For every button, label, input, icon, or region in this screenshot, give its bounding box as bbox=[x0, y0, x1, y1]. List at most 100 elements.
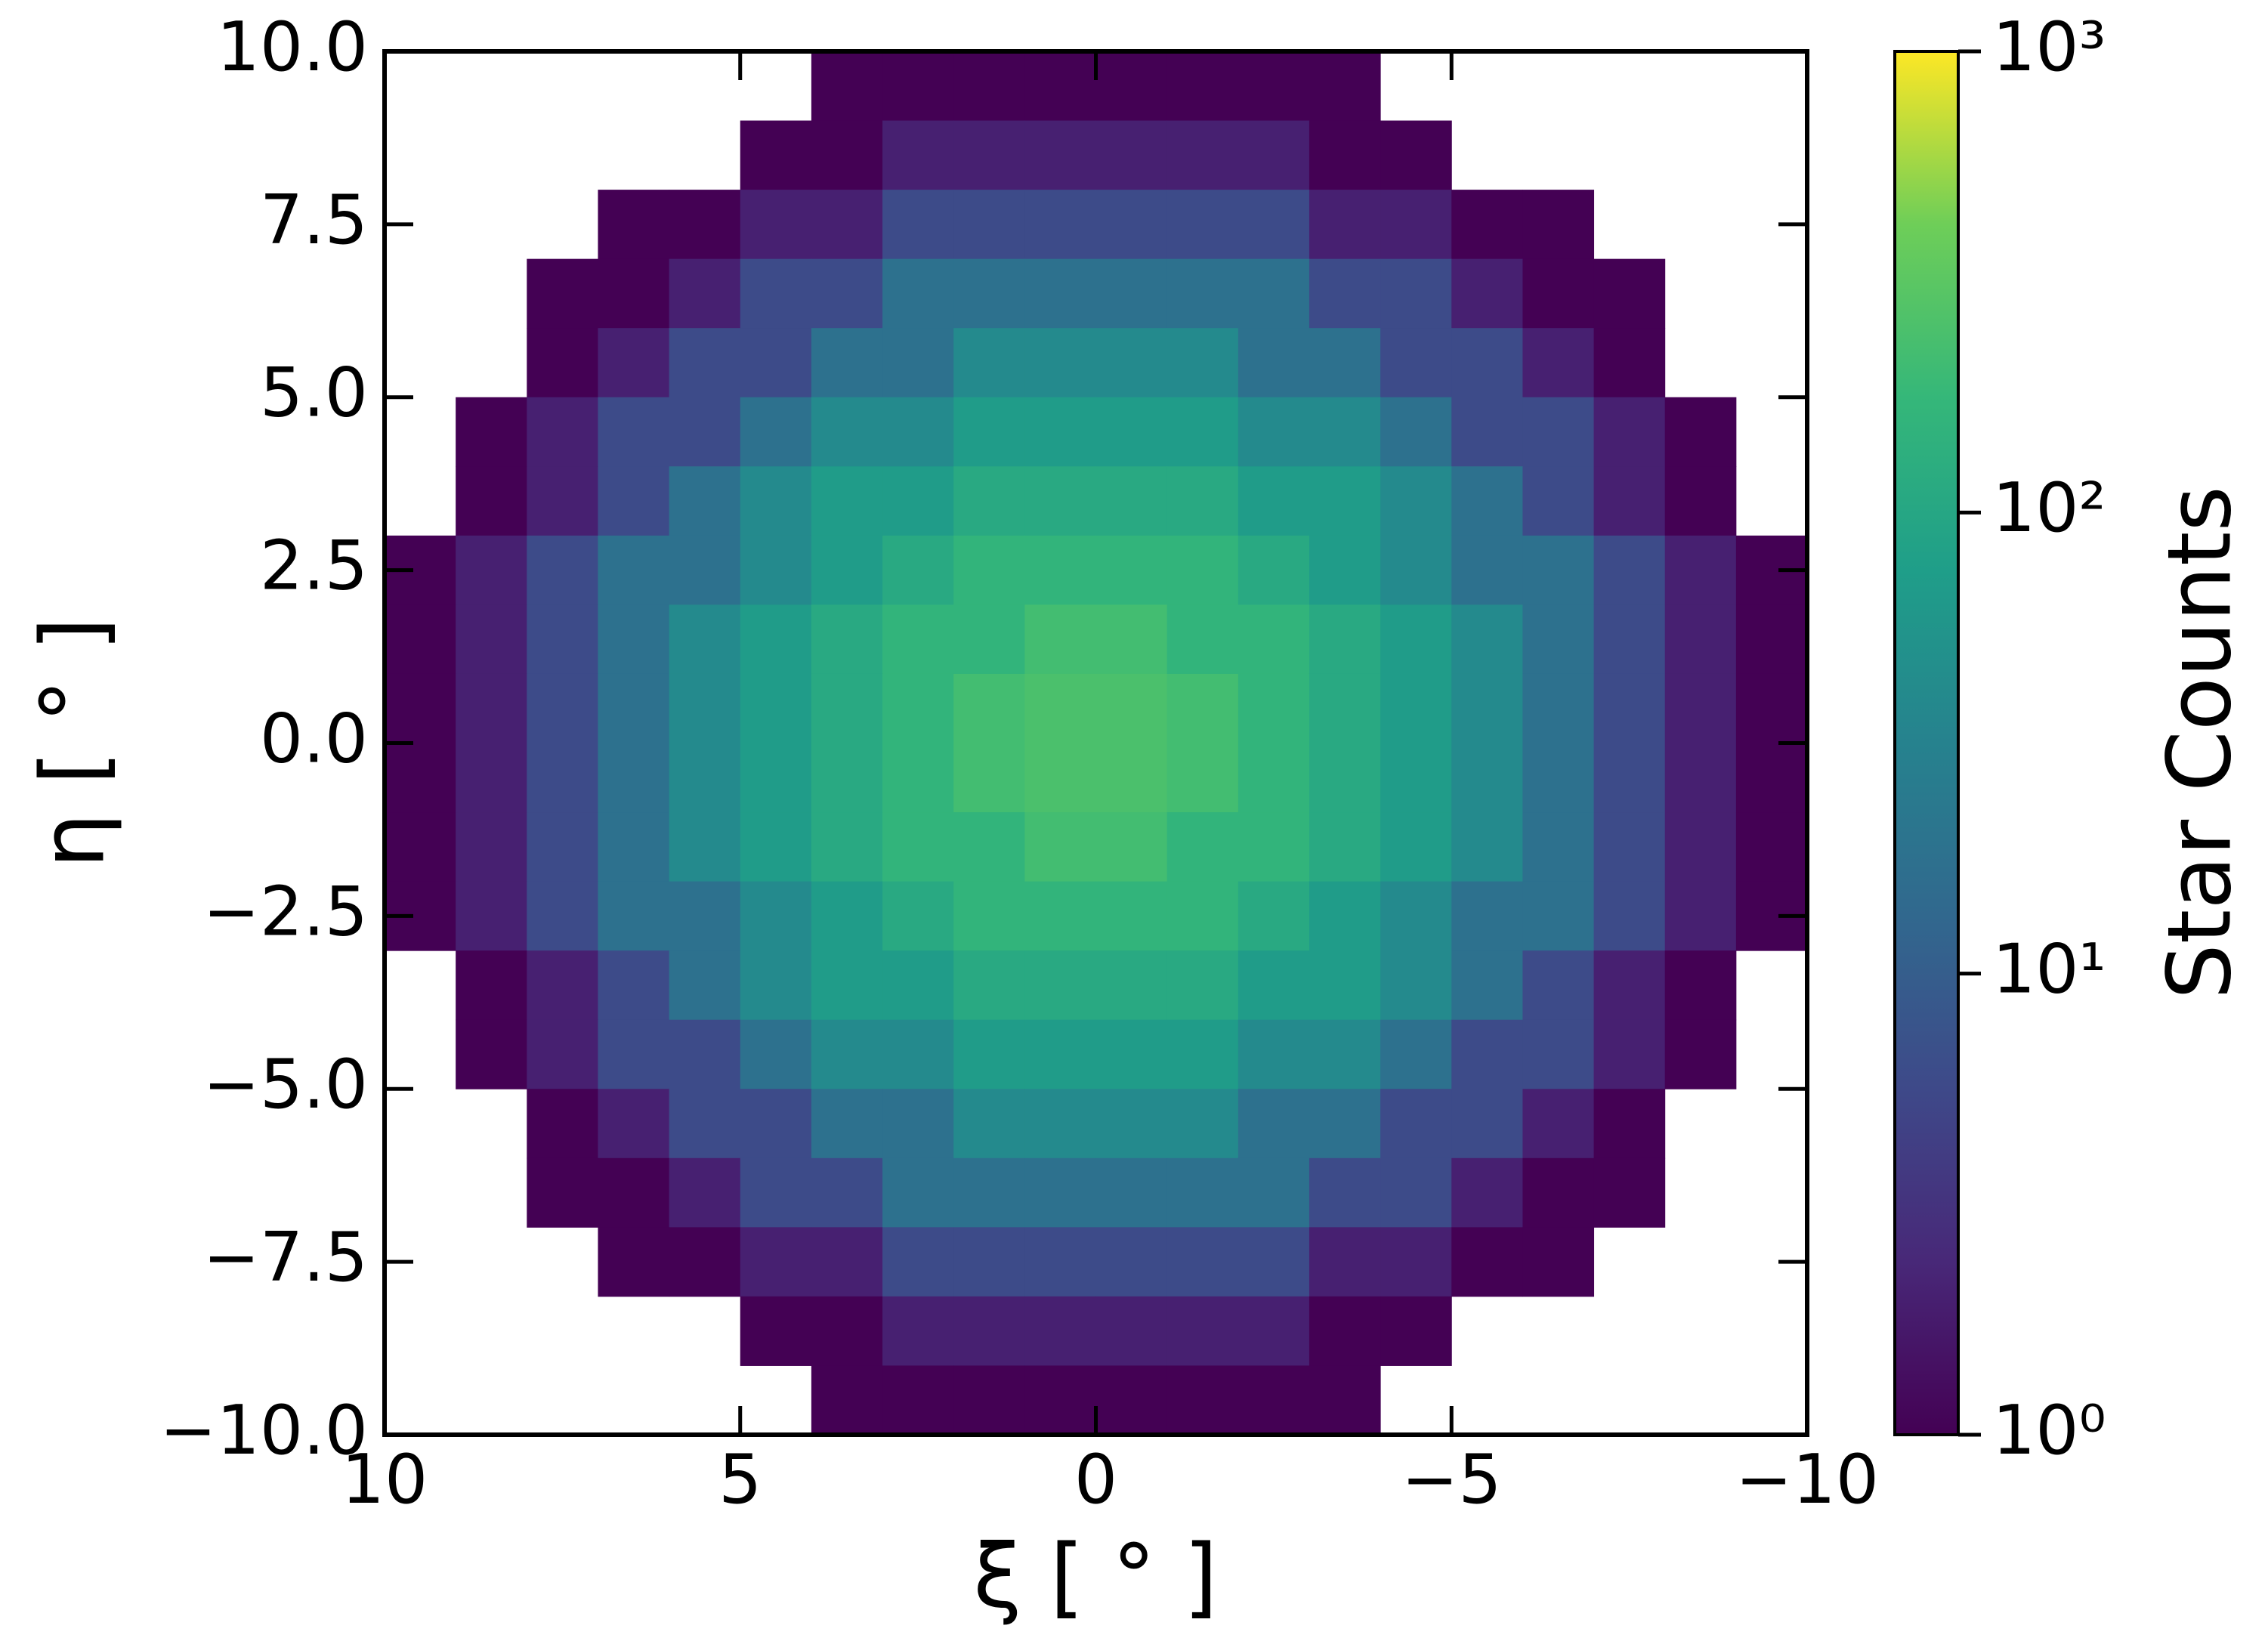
heatmap-cell bbox=[1095, 673, 1168, 743]
heatmap-cell bbox=[1664, 466, 1737, 536]
heatmap-cell bbox=[811, 1227, 883, 1297]
y-tick-label: −5.0 bbox=[202, 1045, 368, 1124]
heatmap-cell bbox=[1095, 190, 1168, 260]
heatmap-cell bbox=[1664, 604, 1737, 675]
heatmap-cell bbox=[1238, 673, 1310, 743]
heatmap-cell bbox=[811, 950, 883, 1021]
heatmap-cell bbox=[953, 1296, 1025, 1366]
heatmap-cell bbox=[669, 1227, 741, 1297]
heatmap-cell bbox=[953, 51, 1025, 122]
heatmap-cell bbox=[882, 673, 954, 743]
heatmap-cell bbox=[811, 1019, 883, 1089]
heatmap-cell bbox=[527, 881, 598, 951]
heatmap-cell bbox=[1451, 258, 1523, 329]
x-axis-label: ξ [ ° ] bbox=[973, 1526, 1218, 1628]
heatmap-cell bbox=[953, 812, 1025, 882]
heatmap-cell bbox=[1309, 1157, 1381, 1228]
heatmap-cell bbox=[1309, 466, 1381, 536]
heatmap-cell bbox=[1664, 673, 1737, 743]
heatmap-cell bbox=[1593, 950, 1666, 1021]
colorbar-tick-label: 10¹ bbox=[1992, 930, 2106, 1009]
heatmap-cell bbox=[1238, 743, 1310, 813]
heatmap-cell bbox=[1380, 812, 1452, 882]
heatmap-cell bbox=[1095, 1227, 1168, 1297]
heatmap-cell bbox=[811, 120, 883, 190]
heatmap-cell bbox=[1238, 1227, 1310, 1297]
heatmap-cell bbox=[385, 673, 456, 743]
heatmap-cell bbox=[669, 328, 741, 398]
heatmap-cell bbox=[1380, 535, 1452, 605]
heatmap-cell bbox=[1024, 466, 1096, 536]
heatmap-cell bbox=[740, 812, 812, 882]
heatmap-cell bbox=[1380, 466, 1452, 536]
heatmap-cell bbox=[598, 1227, 670, 1297]
heatmap-cell bbox=[882, 466, 954, 536]
heatmap-cell bbox=[598, 604, 670, 675]
heatmap-cell bbox=[882, 1157, 954, 1228]
heatmap-cell bbox=[1451, 328, 1523, 398]
y-tick-label: −10.0 bbox=[159, 1391, 368, 1470]
heatmap-cell bbox=[740, 328, 812, 398]
heatmap-cell bbox=[456, 950, 527, 1021]
heatmap-cell bbox=[811, 397, 883, 467]
heatmap-cell bbox=[527, 743, 598, 813]
heatmap-cell bbox=[598, 812, 670, 882]
heatmap-cell bbox=[1238, 1089, 1310, 1159]
heatmap-cell bbox=[1380, 673, 1452, 743]
heatmap-cell bbox=[1380, 604, 1452, 675]
heatmap-cell bbox=[740, 1019, 812, 1089]
heatmap-cell bbox=[1593, 466, 1666, 536]
heatmap-cell bbox=[456, 604, 527, 675]
heatmap-cell bbox=[1380, 190, 1452, 260]
heatmap-cell bbox=[1238, 1157, 1310, 1228]
heatmap-cell bbox=[1451, 673, 1523, 743]
heatmap-cell bbox=[598, 1157, 670, 1228]
heatmap-cell bbox=[740, 535, 812, 605]
heatmap-cell bbox=[1095, 881, 1168, 951]
heatmap-cell bbox=[1024, 1019, 1096, 1089]
heatmap-cell bbox=[1095, 397, 1168, 467]
heatmap-cell bbox=[1664, 1019, 1737, 1089]
x-tick-label: 0 bbox=[1074, 1440, 1117, 1519]
heatmap-cell bbox=[669, 812, 741, 882]
x-tick-label: −10 bbox=[1735, 1440, 1879, 1519]
heatmap-cell bbox=[527, 1157, 598, 1228]
heatmap-cell bbox=[1451, 743, 1523, 813]
heatmap-cell bbox=[385, 604, 456, 675]
heatmap-cell bbox=[1593, 812, 1666, 882]
heatmap-cell bbox=[953, 328, 1025, 398]
heatmap-cell bbox=[953, 743, 1025, 813]
heatmap-cell bbox=[1593, 535, 1666, 605]
heatmap-cell bbox=[598, 397, 670, 467]
heatmap-cell bbox=[1024, 1157, 1096, 1228]
heatmap-cell bbox=[527, 466, 598, 536]
heatmap-cell bbox=[1522, 950, 1595, 1021]
heatmap-cell bbox=[1451, 812, 1523, 882]
heatmap-cell bbox=[1522, 1157, 1595, 1228]
heatmap-cell bbox=[527, 535, 598, 605]
heatmap-cell bbox=[740, 1157, 812, 1228]
heatmap-cell bbox=[882, 743, 954, 813]
heatmap-cell bbox=[1664, 950, 1737, 1021]
heatmap-cell bbox=[456, 466, 527, 536]
y-tick-label: −7.5 bbox=[202, 1218, 368, 1297]
heatmap-cell bbox=[740, 743, 812, 813]
heatmap-cell bbox=[1522, 328, 1595, 398]
heatmap-cell bbox=[811, 535, 883, 605]
heatmap-cell bbox=[1522, 743, 1595, 813]
heatmap-cell bbox=[882, 535, 954, 605]
heatmap-cell bbox=[1309, 673, 1381, 743]
heatmap-cell bbox=[1238, 258, 1310, 329]
heatmap-cell bbox=[1309, 1365, 1381, 1435]
heatmap-cell bbox=[1024, 950, 1096, 1021]
colorbar-tick-label: 10⁰ bbox=[1992, 1391, 2106, 1470]
heatmap-cell bbox=[1095, 1157, 1168, 1228]
heatmap-cell bbox=[1024, 190, 1096, 260]
heatmap-cell bbox=[1522, 258, 1595, 329]
colorbar-tick-label: 10³ bbox=[1992, 8, 2106, 87]
heatmap-cell bbox=[1238, 397, 1310, 467]
heatmap-cell bbox=[1380, 1019, 1452, 1089]
heatmap-cell bbox=[456, 535, 527, 605]
heatmap-cell bbox=[527, 258, 598, 329]
heatmap-cell bbox=[1024, 812, 1096, 882]
